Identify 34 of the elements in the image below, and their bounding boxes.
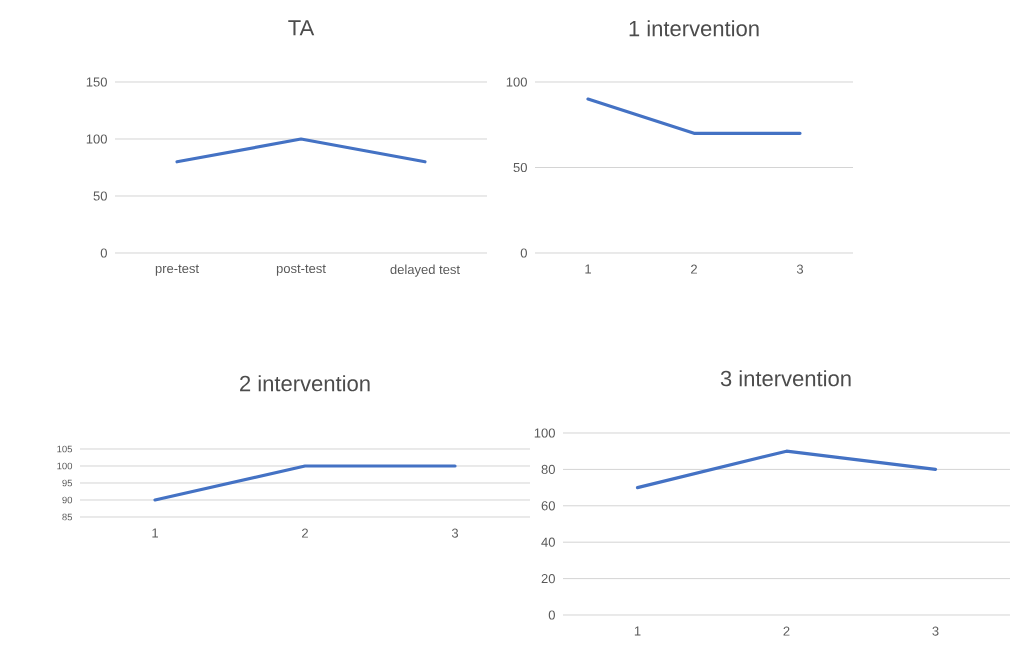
y-tick-label: 60 — [541, 501, 555, 511]
x-tick-label: 3 — [796, 264, 804, 274]
x-tick-label: 3 — [932, 626, 939, 636]
x-tick-label: 2 — [783, 626, 790, 636]
x-tick-label: 1 — [634, 626, 641, 636]
y-tick-label: 0 — [548, 610, 555, 620]
x-tick-label: delayed test — [390, 264, 460, 277]
y-tick-label: 100 — [506, 77, 527, 87]
x-tick-label: pre-test — [155, 264, 199, 276]
x-tick-label: 1 — [152, 528, 158, 538]
x-tick-label: 1 — [585, 264, 591, 274]
chart-title: TA — [288, 20, 315, 36]
y-tick-label: 40 — [541, 537, 555, 547]
y-tick-label: 0 — [520, 248, 527, 258]
chart-title: 2 intervention — [240, 375, 370, 392]
y-tick-label: 100 — [86, 134, 107, 144]
x-tick-label: 2 — [691, 264, 697, 274]
y-tick-label: 105 — [57, 445, 73, 453]
y-tick-label: 85 — [62, 513, 73, 521]
y-tick-label: 80 — [541, 464, 555, 474]
y-tick-label: 95 — [62, 479, 73, 487]
y-tick-label: 20 — [541, 573, 555, 584]
x-tick-label: 3 — [451, 528, 459, 538]
chart-title: 3 intervention — [720, 370, 851, 387]
y-tick-label: 100 — [534, 428, 555, 438]
x-tick-label: post-test — [276, 264, 326, 276]
y-tick-label: 100 — [57, 462, 73, 470]
chart-title: 1 intervention — [629, 20, 759, 37]
y-tick-label: 50 — [93, 191, 107, 201]
y-tick-label: 150 — [86, 77, 107, 87]
x-tick-label: 2 — [302, 528, 308, 538]
y-tick-label: 90 — [62, 496, 73, 504]
y-tick-label: 50 — [513, 162, 527, 173]
y-tick-label: 0 — [100, 248, 107, 258]
